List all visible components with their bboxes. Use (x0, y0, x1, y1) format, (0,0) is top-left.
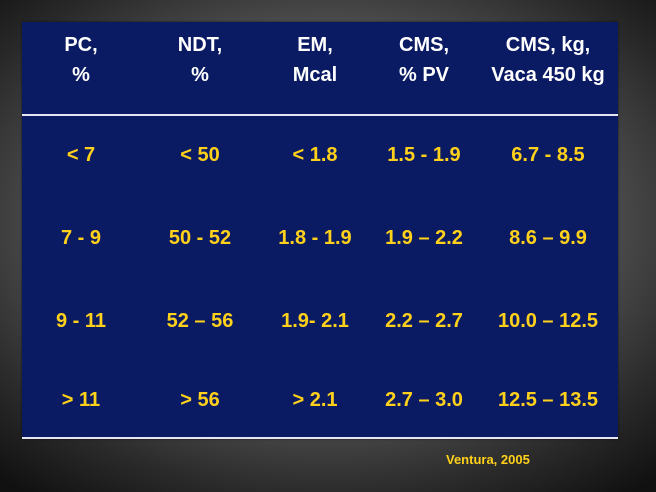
header-divider (22, 114, 618, 116)
cell-cms-pv: 1.5 - 1.9 (387, 143, 461, 166)
cell-cms-kg: 12.5 – 13.5 (497, 388, 599, 411)
cell-pc: < 7 (66, 143, 96, 166)
table-row: < 7 < 50 < 1.8 1.5 - 1.9 6.7 - 8.5 (22, 135, 618, 175)
cell-ndt: 50 - 52 (168, 226, 232, 249)
cell-cms-pv: 2.7 – 3.0 (385, 388, 463, 411)
cell-cms-kg: 8.6 – 9.9 (509, 226, 587, 249)
cell-em: 1.8 - 1.9 (278, 226, 352, 249)
cell-cms-kg: 10.0 – 12.5 (497, 309, 599, 332)
table-row: > 11 > 56 > 2.1 2.7 – 3.0 12.5 – 13.5 (22, 380, 618, 420)
header-cms-pv: CMS, % PV (398, 34, 450, 86)
footer-divider (22, 437, 618, 439)
cell-em: < 1.8 (292, 143, 338, 166)
table-panel: PC, % NDT, % EM, Mcal CMS, % PV CMS, kg,… (22, 22, 618, 439)
citation: Ventura, 2005 (446, 452, 530, 467)
table-header-row: PC, % NDT, % EM, Mcal CMS, % PV CMS, kg,… (22, 22, 618, 114)
table-row: 7 - 9 50 - 52 1.8 - 1.9 1.9 – 2.2 8.6 – … (22, 218, 618, 258)
cell-ndt: > 56 (180, 388, 220, 411)
cell-em: > 2.1 (292, 388, 338, 411)
cell-pc: > 11 (61, 388, 101, 411)
table-row: 9 - 11 52 – 56 1.9- 2.1 2.2 – 2.7 10.0 –… (22, 301, 618, 341)
cell-ndt: 52 – 56 (166, 309, 234, 332)
cell-cms-pv: 1.9 – 2.2 (385, 226, 463, 249)
cell-pc: 9 - 11 (55, 309, 107, 332)
cell-pc: 7 - 9 (60, 226, 102, 249)
header-ndt: NDT, % (177, 34, 223, 86)
cell-cms-pv: 2.2 – 2.7 (385, 309, 463, 332)
cell-em: 1.9- 2.1 (281, 309, 349, 332)
header-em: EM, Mcal (292, 34, 338, 86)
cell-ndt: < 50 (180, 143, 220, 166)
header-pc: PC, % (64, 34, 98, 86)
header-cms-kg: CMS, kg, Vaca 450 kg (491, 34, 605, 86)
cell-cms-kg: 6.7 - 8.5 (511, 143, 585, 166)
